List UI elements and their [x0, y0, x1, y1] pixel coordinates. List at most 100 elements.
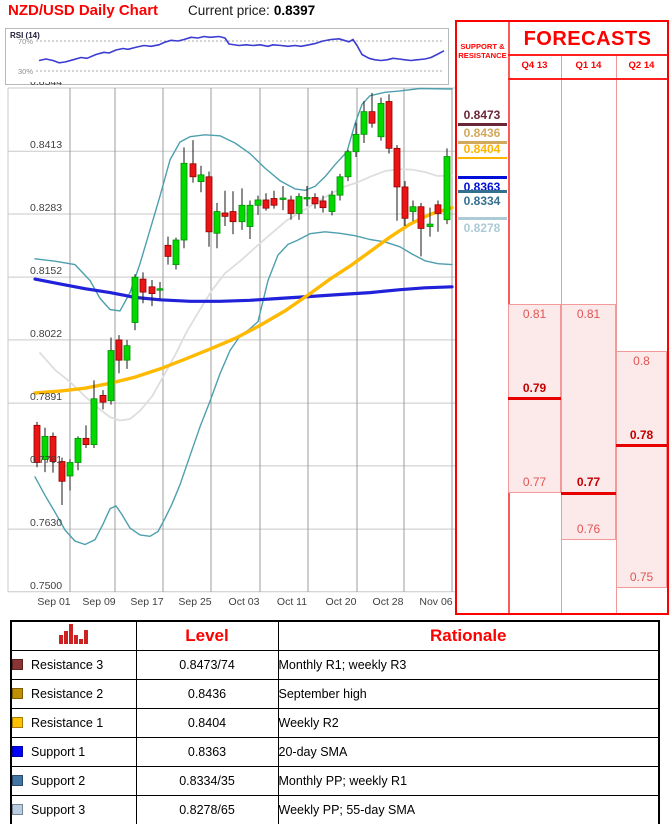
- forecast-col-header-q4-13: Q4 13: [521, 60, 548, 71]
- candle-down: [189, 163, 197, 178]
- overlay-lines: [33, 87, 454, 546]
- forecast-target-label: 0.79: [522, 380, 547, 395]
- candle-up: [377, 103, 385, 138]
- candle-up: [66, 462, 74, 477]
- level-color-swatch: [12, 775, 23, 786]
- svg-text:Oct 28: Oct 28: [373, 596, 404, 608]
- candle-down: [58, 461, 66, 482]
- svg-text:Sep 09: Sep 09: [82, 596, 115, 608]
- level-name-cell: Resistance 1: [10, 708, 137, 738]
- candle-down: [270, 198, 278, 206]
- forecast-target-line: [561, 491, 616, 495]
- svg-text:0.7891: 0.7891: [30, 391, 62, 403]
- svg-text:Oct 20: Oct 20: [326, 596, 357, 608]
- svg-text:0.8022: 0.8022: [30, 328, 62, 340]
- sma-20-day: [39, 168, 453, 422]
- rationale-cell: Weekly PP; 55-day SMA: [277, 795, 660, 824]
- candle-up: [213, 211, 221, 234]
- forecast-low-label: 0.76: [576, 522, 601, 537]
- level-name-cell: Support 1: [10, 737, 137, 767]
- candle-up: [344, 151, 352, 178]
- forecast-header-rule: [508, 78, 667, 80]
- level-value-cell: 0.8473/74: [135, 650, 279, 680]
- candle-up: [107, 350, 115, 402]
- level-color-swatch: [12, 746, 23, 757]
- level-value-cell: 0.8363: [135, 737, 279, 767]
- candle-up: [41, 436, 49, 460]
- candle-up: [90, 398, 98, 446]
- forecast-high-label: 0.81: [522, 307, 547, 321]
- sr-level-label: 0.8278: [463, 220, 501, 235]
- rsi-label: RSI (14): [10, 31, 40, 40]
- candle-up: [336, 176, 344, 196]
- candle-down: [148, 286, 156, 294]
- svg-text:0.8152: 0.8152: [30, 265, 62, 277]
- svg-text:0.7761: 0.7761: [30, 454, 62, 466]
- forecast-col-header-q2-14: Q2 14: [628, 60, 655, 71]
- level-name-cell: Resistance 3: [10, 650, 137, 680]
- gridlines: [7, 87, 455, 593]
- candle-up: [279, 197, 287, 200]
- rationale-cell: Weekly R2: [277, 708, 660, 738]
- candle-up: [409, 206, 417, 212]
- svg-text:0.8283: 0.8283: [30, 202, 62, 214]
- column-divider: [616, 54, 617, 613]
- level-value-cell: 0.8278/65: [135, 795, 279, 824]
- candle-down: [393, 147, 401, 188]
- svg-text:Oct 03: Oct 03: [229, 596, 260, 608]
- candle-up: [254, 199, 262, 206]
- forecast-title-rule: [508, 54, 667, 56]
- current-price-value: 0.8397: [273, 3, 316, 18]
- price-chart: 0.8544 0.8413 0.8283 0.8152 0.8022 0.7891 0.77…: [7, 82, 455, 608]
- svg-text:Oct 11: Oct 11: [277, 596, 307, 608]
- svg-text:0.8413: 0.8413: [30, 139, 62, 151]
- level-color-swatch: [12, 688, 23, 699]
- candle-up: [180, 162, 188, 241]
- forecast-low-label: 0.77: [522, 475, 547, 490]
- forecast-range-box: [561, 304, 616, 541]
- sr-level-line-0.8334: [458, 190, 507, 193]
- candle-down: [164, 244, 172, 257]
- candle-up: [246, 204, 254, 227]
- icon-header-cell: [10, 620, 137, 651]
- level-value-cell: 0.8436: [135, 679, 279, 709]
- table-header-row: Level Rationale: [10, 620, 660, 651]
- axis-labels: 0.8544 0.8413 0.8283 0.8152 0.8022 0.7891 0.77…: [30, 82, 453, 608]
- sr-header-line1: SUPPORT &: [460, 42, 505, 51]
- forecast-low-label: 0.75: [629, 569, 654, 584]
- sr-level-line-0.8436: [458, 141, 507, 144]
- candle-down: [139, 278, 147, 293]
- candle-down: [287, 199, 295, 214]
- bollinger-lower: [34, 231, 453, 546]
- forecast-target-label: 0.78: [629, 427, 654, 442]
- svg-text:Sep 25: Sep 25: [178, 596, 211, 608]
- candle-up: [123, 345, 131, 361]
- forecast-high-label: 0.8: [633, 354, 650, 369]
- candle-up: [443, 156, 451, 221]
- sr-header-line2: RESISTANCE: [458, 51, 507, 60]
- candle-down: [229, 211, 237, 223]
- rsi-panel: RSI (14) 70% 30%: [5, 28, 449, 85]
- rationale-header: Rationale: [277, 620, 660, 651]
- candle-down: [205, 176, 213, 233]
- candle-down: [221, 212, 229, 217]
- table-row: Resistance 3 0.8473/74 Monthly R1; weekly …: [10, 650, 660, 680]
- candle-down: [33, 424, 41, 463]
- bollinger-upper: [34, 87, 453, 312]
- table-row: Resistance 2 0.8436 September high: [10, 679, 660, 709]
- candle-down: [311, 197, 319, 205]
- sr-level-label: 0.8334: [463, 193, 501, 208]
- level-color-swatch: [12, 717, 23, 728]
- candle-up: [295, 196, 303, 214]
- candle-down: [319, 200, 327, 209]
- levels-table: Level Rationale Resistance 3 0.8473/74 Mon…: [10, 620, 660, 824]
- candle-up: [74, 437, 82, 463]
- candle-up: [197, 174, 205, 183]
- rationale-cell: Monthly R1; weekly R3: [277, 650, 660, 680]
- forecast-range-box: [616, 351, 667, 588]
- rsi-chart: RSI (14)70% 30%: [10, 31, 445, 76]
- forecasts-title: FORECASTS: [523, 28, 652, 50]
- rationale-cell: September high: [277, 679, 660, 709]
- svg-text:Sep 17: Sep 17: [130, 596, 163, 608]
- forecast-col-header-q1-14: Q1 14: [575, 60, 602, 71]
